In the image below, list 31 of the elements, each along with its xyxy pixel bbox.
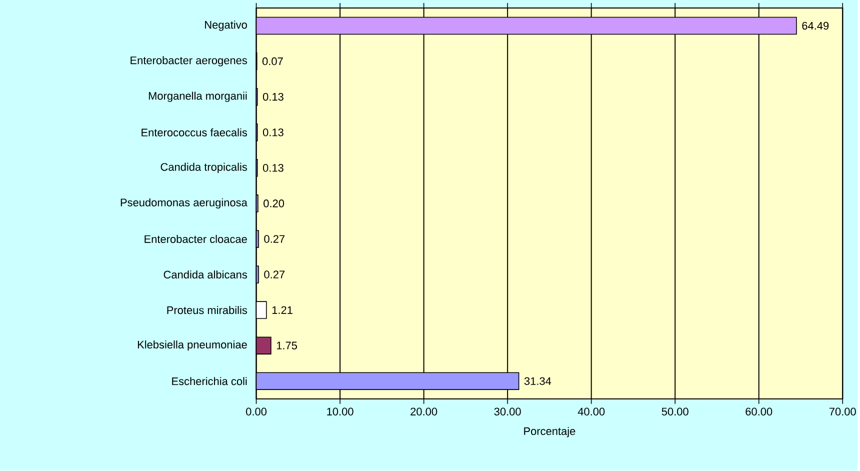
data-label: 1.21 <box>272 306 292 314</box>
y-tick-label: Klebsiella pneumoniae <box>138 340 247 351</box>
data-label: 0.20 <box>264 200 284 208</box>
y-tick-label: Pseudomonas aeruginosa <box>120 198 248 209</box>
data-label: 0.13 <box>262 93 284 101</box>
y-tick-label: Escherichia coli <box>172 377 247 386</box>
y-tick-label: Morganella morganii <box>148 92 247 102</box>
data-label: 0.07 <box>262 58 283 66</box>
x-tick-label: 10.00 <box>327 408 354 416</box>
data-label: 31.34 <box>524 377 552 386</box>
data-label: 0.27 <box>264 235 285 243</box>
y-tick-label: Proteus mirabilis <box>167 306 248 314</box>
data-label: 0.27 <box>264 270 285 279</box>
data-label: 0.13 <box>262 164 284 172</box>
data-label: 0.13 <box>262 128 284 136</box>
y-tick-label: Enterobacter cloacae <box>144 235 247 244</box>
y-tick-label: Enterobacter aerogenes <box>130 56 248 67</box>
data-label: 64.49 <box>802 22 829 30</box>
x-tick-label: 0.00 <box>246 408 267 416</box>
y-tick-label: Enterococcus faecalis <box>142 128 248 137</box>
x-tick-label: 20.00 <box>410 408 438 416</box>
x-tick-label: 30.00 <box>494 408 521 416</box>
x-tick-label: 70.00 <box>829 408 856 416</box>
y-tick-label: Candida tropicalis <box>160 162 248 174</box>
x-tick-label: 60.00 <box>746 408 772 416</box>
data-label: 1.75 <box>276 342 297 350</box>
x-tick-label: 50.00 <box>662 408 688 416</box>
y-tick-label: Negativo <box>205 20 247 32</box>
x-axis-title: Porcentaje <box>524 427 576 438</box>
y-tick-label: Candida albicans <box>164 270 247 279</box>
x-tick-label: 40.00 <box>578 408 605 416</box>
